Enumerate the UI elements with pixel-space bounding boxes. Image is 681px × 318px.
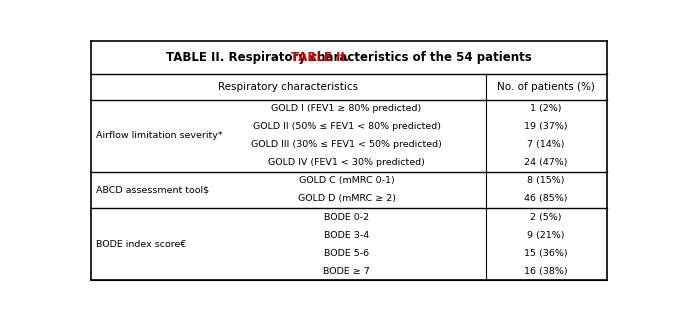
Text: GOLD III (30% ≤ FEV1 < 50% predicted): GOLD III (30% ≤ FEV1 < 50% predicted) xyxy=(251,141,442,149)
Text: BODE ≥ 7: BODE ≥ 7 xyxy=(323,266,370,276)
Text: ABCD assessment tool$: ABCD assessment tool$ xyxy=(95,185,209,195)
Text: BODE 3-4: BODE 3-4 xyxy=(324,231,369,239)
Text: GOLD C (mMRC 0-1): GOLD C (mMRC 0-1) xyxy=(299,176,394,185)
Text: No. of patients (%): No. of patients (%) xyxy=(497,82,595,92)
Text: 15 (36%): 15 (36%) xyxy=(524,249,568,258)
Text: TABLE II.: TABLE II. xyxy=(291,51,349,64)
Text: BODE 0-2: BODE 0-2 xyxy=(324,212,369,222)
Text: 8 (15%): 8 (15%) xyxy=(527,176,565,185)
Text: 24 (47%): 24 (47%) xyxy=(524,158,568,168)
Text: GOLD D (mMRC ≥ 2): GOLD D (mMRC ≥ 2) xyxy=(298,195,396,204)
Text: GOLD II (50% ≤ FEV1 < 80% predicted): GOLD II (50% ≤ FEV1 < 80% predicted) xyxy=(253,122,441,131)
Text: 19 (37%): 19 (37%) xyxy=(524,122,568,131)
Text: Airflow limitation severity*: Airflow limitation severity* xyxy=(95,131,222,141)
Text: 1 (2%): 1 (2%) xyxy=(530,104,562,114)
Text: 9 (21%): 9 (21%) xyxy=(527,231,565,239)
Text: 16 (38%): 16 (38%) xyxy=(524,266,568,276)
Text: GOLD I (FEV1 ≥ 80% predicted): GOLD I (FEV1 ≥ 80% predicted) xyxy=(272,104,422,114)
Text: 7 (14%): 7 (14%) xyxy=(527,141,565,149)
Text: 2 (5%): 2 (5%) xyxy=(530,212,562,222)
Text: 46 (85%): 46 (85%) xyxy=(524,195,568,204)
Text: Respiratory characteristics: Respiratory characteristics xyxy=(219,82,359,92)
Text: TABLE II. Respiratory characteristics of the 54 patients: TABLE II. Respiratory characteristics of… xyxy=(166,51,532,64)
Text: BODE 5-6: BODE 5-6 xyxy=(324,249,369,258)
Text: BODE index score€: BODE index score€ xyxy=(95,239,186,249)
Text: GOLD IV (FEV1 < 30% predicted): GOLD IV (FEV1 < 30% predicted) xyxy=(268,158,425,168)
